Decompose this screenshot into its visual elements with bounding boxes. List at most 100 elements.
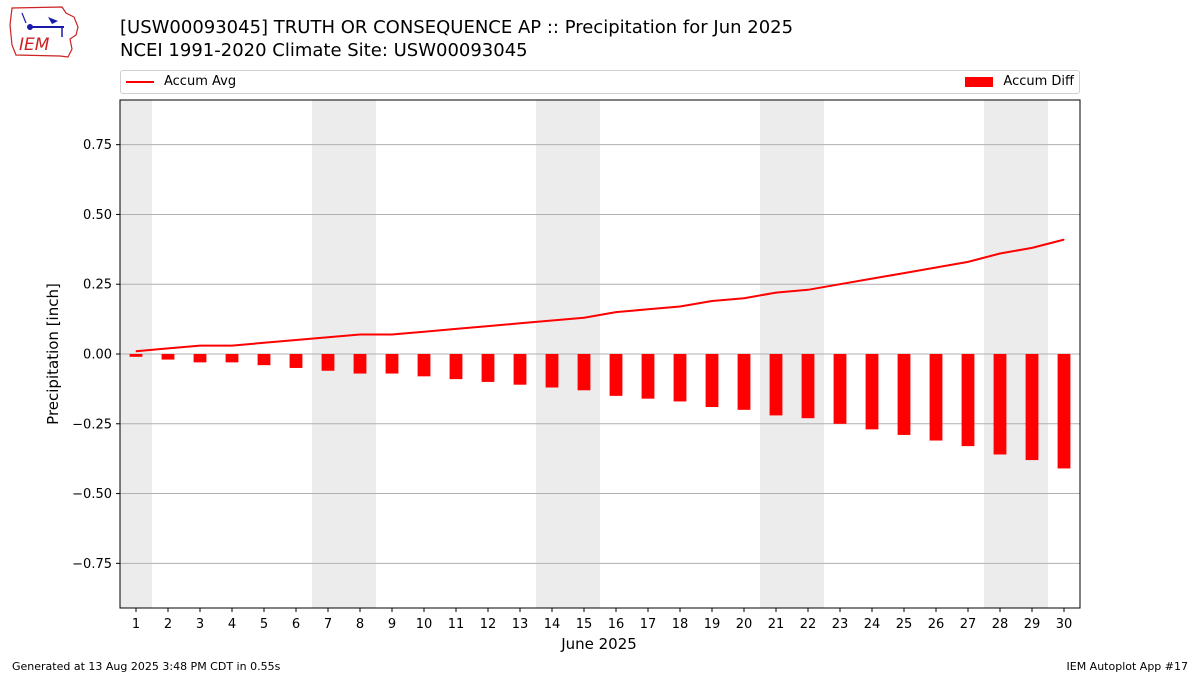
diff-bar-day-10 (417, 354, 431, 377)
diff-bar-day-28 (993, 354, 1007, 455)
diff-bar-day-29 (1025, 354, 1039, 461)
grid-lines (120, 144, 1080, 564)
legend-label-accum-diff: Accum Diff (1003, 74, 1074, 89)
diff-bar-day-11 (449, 354, 463, 380)
plot-frame (119, 99, 1081, 609)
x-tick-label: 5 (260, 617, 268, 632)
avg-point-day-9 (391, 333, 393, 335)
avg-point-day-15 (583, 317, 585, 319)
x-tick-label: 20 (736, 617, 753, 632)
x-tick-label: 8 (356, 617, 364, 632)
avg-point-day-27 (967, 261, 969, 263)
y-tick-label: −0.25 (72, 417, 112, 432)
avg-point-day-5 (263, 342, 265, 344)
x-axis-label: June 2025 (560, 635, 637, 653)
x-tick-label: 11 (448, 617, 465, 632)
avg-point-day-4 (231, 345, 233, 347)
logo-accent-stroke (21, 12, 27, 24)
x-tick-label: 21 (768, 617, 785, 632)
weekend-band-2 (312, 100, 376, 608)
avg-point-day-8 (359, 333, 361, 335)
x-tick-label: 24 (864, 617, 881, 632)
x-tick-label: 2 (164, 617, 172, 632)
x-tick-label: 16 (608, 617, 625, 632)
x-tick-label: 10 (416, 617, 433, 632)
avg-point-day-30 (1063, 239, 1065, 241)
app-credit: IEM Autoplot App #17 (1066, 660, 1189, 673)
avg-point-day-18 (679, 306, 681, 308)
diff-bar-day-1 (129, 354, 143, 357)
x-tick-label: 17 (640, 617, 657, 632)
diff-bar-day-7 (321, 354, 335, 371)
legend-bar-swatch (965, 77, 994, 87)
diff-bar-day-2 (161, 354, 175, 360)
logo-accent-flag (48, 17, 58, 24)
diff-bar-day-13 (513, 354, 527, 385)
x-tick-label: 13 (512, 617, 529, 632)
x-tick-label: 3 (196, 617, 204, 632)
x-tick-label: 7 (324, 617, 332, 632)
avg-point-day-23 (839, 283, 841, 285)
weekend-band-5 (984, 100, 1048, 608)
x-tick-label: 6 (292, 617, 300, 632)
weekend-band-1 (120, 100, 152, 608)
avg-point-day-16 (615, 311, 617, 313)
avg-point-day-10 (423, 331, 425, 333)
avg-point-day-22 (807, 289, 809, 291)
avg-point-day-13 (519, 322, 521, 324)
y-tick-label: 0.25 (83, 278, 112, 293)
y-axis-label: Precipitation [inch] (44, 283, 62, 425)
x-tick-label: 15 (576, 617, 593, 632)
avg-point-day-20 (743, 297, 745, 299)
logo-text: IEM (19, 35, 50, 55)
weekend-band-3 (536, 100, 600, 608)
x-tick-label: 19 (704, 617, 721, 632)
chart-legend: Accum Avg Accum Diff (120, 70, 1080, 94)
avg-line-group (135, 238, 1065, 353)
avg-point-day-2 (167, 347, 169, 349)
state-outline (9, 6, 79, 58)
y-axis: −0.75 −0.50 −0.25 0.00 0.25 0.50 0.75 (72, 138, 120, 572)
legend-item-accum-avg: Accum Avg (126, 74, 236, 90)
avg-point-day-6 (295, 339, 297, 341)
diff-bar-day-27 (961, 354, 975, 447)
avg-point-day-24 (871, 278, 873, 280)
y-tick-label: 0.00 (83, 348, 112, 363)
logo-accent-dot (27, 24, 33, 30)
avg-point-day-1 (135, 350, 137, 352)
diff-bar-day-18 (673, 354, 687, 402)
diff-bar-day-5 (257, 354, 271, 366)
x-tick-label: 9 (388, 617, 396, 632)
y-tick-label: −0.50 (72, 487, 112, 502)
avg-point-day-19 (711, 300, 713, 302)
avg-point-day-28 (999, 253, 1001, 255)
diff-bar-day-26 (929, 354, 943, 441)
avg-point-day-25 (903, 272, 905, 274)
avg-point-day-29 (1031, 247, 1033, 249)
chart-title: [USW00093045] TRUTH OR CONSEQUENCE AP ::… (120, 17, 794, 38)
diff-bar-day-3 (193, 354, 207, 363)
x-axis: 1 2 3 4 5 6 7 8 9 10 11 12 13 14 15 16 17 18 19 20 21 22 23 24 2… (132, 608, 1072, 632)
avg-point-day-11 (455, 328, 457, 330)
diff-bar-day-8 (353, 354, 367, 374)
x-tick-label: 12 (480, 617, 497, 632)
avg-point-day-17 (647, 308, 649, 310)
avg-point-day-7 (327, 336, 329, 338)
diff-bar-day-15 (577, 354, 591, 391)
y-tick-label: 0.75 (83, 138, 112, 153)
legend-label-accum-avg: Accum Avg (164, 74, 237, 89)
weekend-band-4 (760, 100, 824, 608)
diff-bar-day-17 (641, 354, 655, 399)
diff-bar-day-22 (801, 354, 815, 419)
diff-bars (129, 354, 1071, 469)
x-tick-label: 23 (832, 617, 849, 632)
x-tick-label: 1 (132, 617, 140, 632)
avg-point-day-21 (775, 292, 777, 294)
diff-bar-day-14 (545, 354, 559, 388)
y-tick-label: −0.75 (72, 557, 112, 572)
diff-bar-day-25 (897, 354, 911, 435)
x-tick-label: 25 (896, 617, 913, 632)
iem-logo: IEM (8, 5, 80, 59)
diff-bar-day-24 (865, 354, 879, 430)
